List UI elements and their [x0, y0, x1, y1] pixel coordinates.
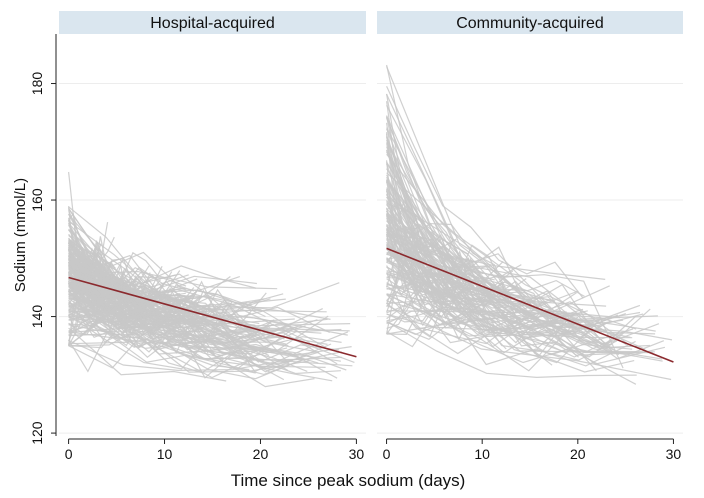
trajectory-line	[68, 315, 355, 363]
trajectory-line	[386, 247, 610, 312]
panel-strip	[59, 11, 366, 34]
trajectory-line	[386, 151, 522, 330]
x-axis-title: Time since peak sodium (days)	[231, 471, 466, 490]
trajectory-line	[68, 293, 205, 373]
trajectory-line	[386, 244, 552, 354]
panel-strip-label: Hospital-acquired	[150, 15, 275, 32]
trajectory-line	[386, 285, 569, 364]
trajectory-line	[68, 265, 240, 324]
trajectory-line	[386, 189, 606, 280]
y-axis-title: Sodium (mmol/L)	[12, 178, 29, 292]
trajectory-line	[68, 288, 250, 371]
x-tick-label: 0	[65, 446, 73, 462]
trajectory-line	[68, 263, 230, 340]
fitted-trend-line	[386, 247, 674, 363]
trajectory-line	[68, 248, 106, 284]
trajectory-line	[68, 206, 257, 289]
panel-strip-label: Community-acquired	[456, 15, 604, 32]
trajectory-line	[386, 199, 598, 337]
x-tick-label: 30	[349, 446, 365, 462]
x-tick-label: 30	[666, 446, 682, 462]
trajectory-line	[386, 302, 472, 341]
trajectory-line	[386, 180, 635, 373]
trajectory-line	[386, 300, 641, 337]
trajectory-line	[68, 302, 311, 353]
trajectory-line	[386, 201, 545, 321]
trajectory-line	[386, 176, 580, 320]
trajectory-line	[386, 66, 607, 307]
trajectory-line	[386, 115, 639, 356]
trajectory-line	[68, 339, 343, 372]
trajectory-line	[386, 245, 637, 338]
trajectory-line	[68, 276, 256, 328]
trajectory-line	[68, 327, 227, 382]
trajectory-line	[68, 318, 288, 369]
y-tick-label: 160	[29, 188, 45, 212]
trajectory-line	[386, 196, 641, 328]
panel-strip	[377, 11, 683, 34]
trajectory-line	[386, 174, 568, 354]
trajectory-line	[386, 241, 618, 361]
x-tick-label: 10	[157, 446, 173, 462]
x-tick-label: 20	[570, 446, 586, 462]
individual-trajectories	[68, 171, 355, 388]
y-tick-label: 140	[29, 305, 45, 329]
trajectory-line	[386, 300, 474, 338]
fitted-trend-line	[68, 276, 357, 358]
trajectory-line	[68, 236, 115, 297]
y-tick-label: 120	[29, 421, 45, 445]
trajectory-line	[386, 320, 637, 379]
trajectory-line	[68, 258, 338, 365]
trajectory-line	[386, 298, 552, 335]
trajectory-line	[386, 275, 495, 291]
trajectory-line	[68, 264, 348, 336]
trajectory-line	[68, 290, 290, 365]
x-tick-label: 10	[474, 446, 490, 462]
trajectory-line	[68, 259, 203, 291]
trajectory-line	[386, 162, 666, 365]
trajectory-line	[386, 249, 425, 288]
trajectory-line	[386, 293, 553, 366]
trajectory-line	[68, 293, 233, 349]
trajectory-line	[68, 222, 110, 298]
trajectory-line	[386, 204, 457, 297]
trajectory-line	[386, 251, 564, 347]
trajectory-line	[68, 221, 109, 346]
trajectory-line	[68, 241, 328, 341]
trajectory-line	[68, 283, 331, 333]
trajectory-line	[68, 313, 248, 356]
trajectory-line	[386, 86, 584, 299]
x-tick-label: 20	[253, 446, 269, 462]
trajectory-line	[386, 277, 594, 333]
y-tick-label: 180	[29, 72, 45, 96]
trajectory-line	[68, 278, 143, 325]
trajectory-line	[68, 276, 187, 330]
individual-trajectories	[386, 64, 673, 385]
trajectory-line	[386, 291, 486, 336]
trajectory-line	[68, 220, 104, 271]
x-tick-label: 0	[383, 446, 391, 462]
trajectory-line	[386, 234, 495, 333]
trajectory-line	[68, 283, 347, 371]
trajectory-line	[386, 233, 673, 341]
trajectory-line	[68, 290, 302, 374]
